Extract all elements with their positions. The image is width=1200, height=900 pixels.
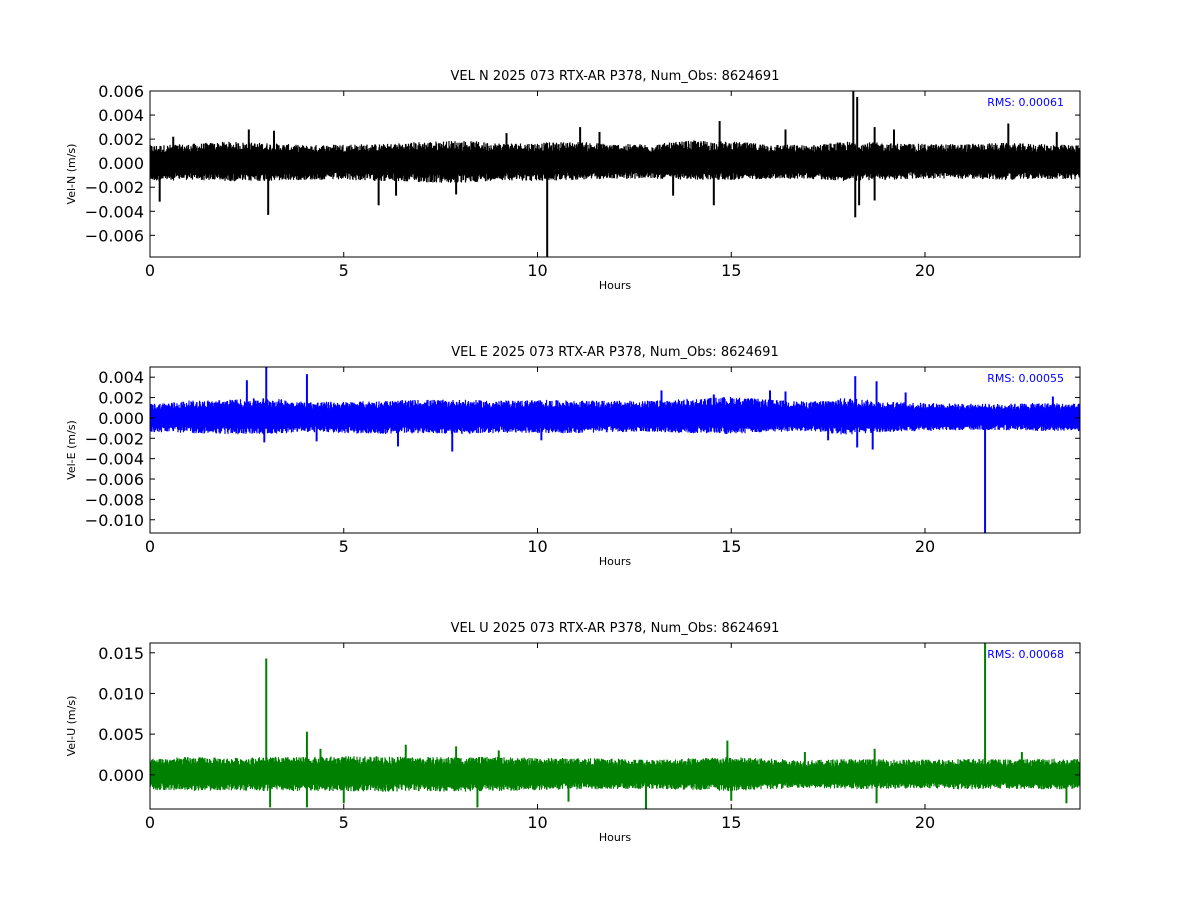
- x-tick-label-north-4: 20: [915, 261, 935, 280]
- y-tick-label-east-4: −0.002: [85, 429, 144, 448]
- x-tick-label-north-0: 0: [145, 261, 155, 280]
- y-tick-label-north-0: −0.006: [85, 226, 144, 245]
- y-axis-label-east: Vel-E (m/s): [65, 420, 78, 480]
- y-tick-label-north-4: 0.002: [98, 130, 144, 149]
- series-line-east: [150, 367, 1080, 533]
- chart-title-up: VEL U 2025 073 RTX-AR P378, Num_Obs: 862…: [451, 621, 780, 636]
- y-tick-label-north-5: 0.004: [98, 106, 144, 125]
- y-tick-label-north-6: 0.006: [98, 82, 144, 101]
- x-tick-label-up-0: 0: [145, 813, 155, 832]
- y-tick-label-up-3: 0.015: [98, 644, 144, 663]
- series-line-up: [150, 643, 1080, 809]
- y-axis-label-up: Vel-U (m/s): [65, 696, 78, 757]
- y-axis-label-north: Vel-N (m/s): [65, 144, 78, 205]
- rms-annotation-north: RMS: 0.00061: [987, 96, 1064, 109]
- rms-annotation-up: RMS: 0.00068: [987, 648, 1064, 661]
- x-tick-label-east-0: 0: [145, 537, 155, 556]
- x-axis-label-up: Hours: [599, 831, 631, 844]
- y-tick-label-east-6: 0.002: [98, 389, 144, 408]
- x-tick-label-east-3: 15: [721, 537, 741, 556]
- x-tick-label-north-2: 10: [527, 261, 547, 280]
- y-tick-label-east-7: 0.004: [98, 368, 144, 387]
- x-tick-label-east-1: 5: [339, 537, 349, 556]
- panel-up: 0 5 10 15 20 0.000 0.005 0.010 0.015 VEL U 2025 0…: [65, 621, 1081, 844]
- y-tick-label-east-5: 0.000: [98, 409, 144, 428]
- y-tick-label-north-2: −0.002: [85, 178, 144, 197]
- x-tick-label-east-4: 20: [915, 537, 935, 556]
- rms-annotation-east: RMS: 0.00055: [987, 372, 1064, 385]
- chart-title-north: VEL N 2025 073 RTX-AR P378, Num_Obs: 862…: [451, 69, 780, 84]
- x-axis-label-east: Hours: [599, 555, 631, 568]
- x-tick-label-north-3: 15: [721, 261, 741, 280]
- y-tick-label-east-2: −0.006: [85, 470, 144, 489]
- x-tick-label-up-3: 15: [721, 813, 741, 832]
- y-tick-label-east-0: −0.010: [85, 511, 144, 530]
- axes-frame-up: [149, 642, 1081, 810]
- y-tick-label-north-1: −0.004: [85, 202, 144, 221]
- panel-north: 0 5 10 15 20 −0.006 −0.004 −0.002 0.000 0.002 0.00…: [65, 69, 1081, 292]
- x-tick-label-up-4: 20: [915, 813, 935, 832]
- panel-east: 0 5 10 15 20−0.010−0.008−0.006−0.004−0.0020.…: [65, 345, 1081, 568]
- y-tick-label-up-1: 0.005: [98, 725, 144, 744]
- series-line-north: [150, 91, 1080, 257]
- chart-title-east: VEL E 2025 073 RTX-AR P378, Num_Obs: 862…: [451, 345, 778, 360]
- y-tick-label-north-3: 0.000: [98, 154, 144, 173]
- y-tick-label-east-1: −0.008: [85, 490, 144, 509]
- axes-frame-east: [149, 366, 1081, 534]
- y-tick-label-east-3: −0.004: [85, 450, 144, 469]
- x-axis-label-north: Hours: [599, 279, 631, 292]
- x-tick-label-north-1: 5: [339, 261, 349, 280]
- y-tick-label-up-2: 0.010: [98, 684, 144, 703]
- y-tick-label-up-0: 0.000: [98, 766, 144, 785]
- x-tick-label-up-1: 5: [339, 813, 349, 832]
- x-tick-label-up-2: 10: [527, 813, 547, 832]
- axes-frame-north: [149, 90, 1081, 258]
- x-tick-label-east-2: 10: [527, 537, 547, 556]
